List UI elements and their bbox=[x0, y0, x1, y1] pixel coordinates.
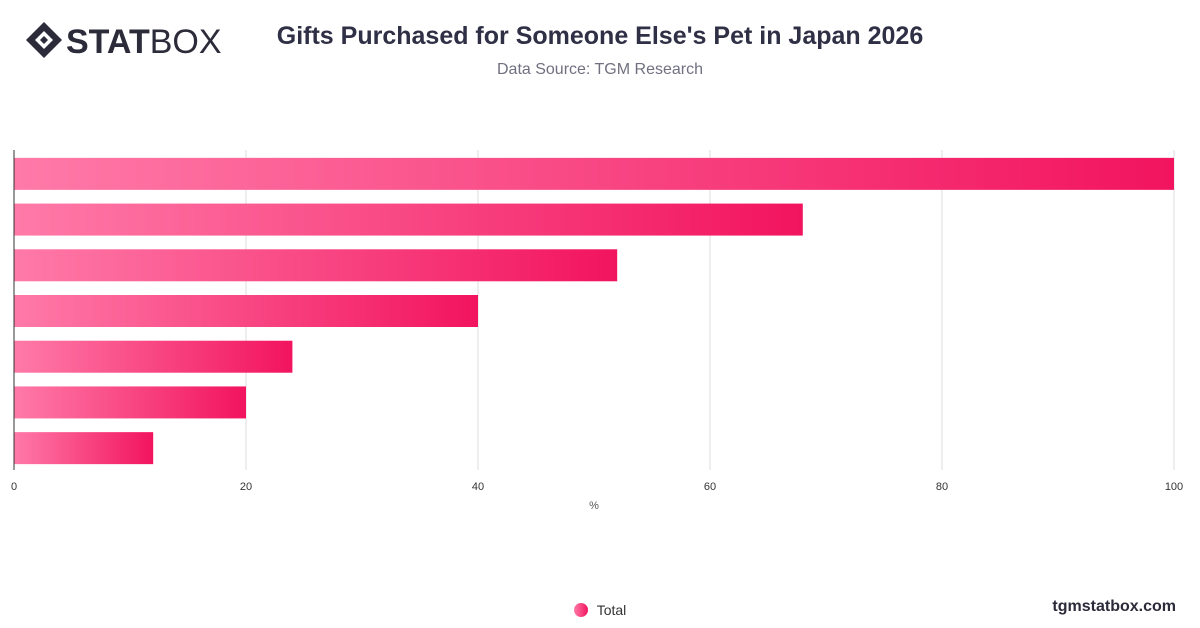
legend[interactable]: Total bbox=[0, 602, 1200, 618]
x-tick-label-40: 40 bbox=[472, 481, 484, 493]
x-tick-label-0: 0 bbox=[11, 481, 17, 493]
x-tick-label-60: 60 bbox=[704, 481, 716, 493]
bar-2[interactable] bbox=[14, 249, 618, 282]
bar-5[interactable] bbox=[14, 386, 246, 419]
legend-label-total: Total bbox=[596, 602, 627, 618]
x-tick-labels: 0 20 40 60 80 100 bbox=[11, 481, 1183, 493]
logo-text-light: BOX bbox=[150, 23, 222, 61]
statbox-logo: STATBOX bbox=[26, 22, 222, 61]
logo-text-bold: STAT bbox=[66, 23, 150, 61]
bars bbox=[14, 157, 1174, 465]
x-tick-label-100: 100 bbox=[1165, 481, 1183, 493]
legend-swatch-icon bbox=[573, 603, 588, 617]
bar-3[interactable] bbox=[14, 295, 478, 327]
x-tick-label-80: 80 bbox=[936, 481, 948, 493]
bar-6[interactable] bbox=[14, 432, 154, 465]
x-tick-label-20: 20 bbox=[240, 481, 252, 493]
chart-subtitle: Data Source: TGM Research bbox=[496, 61, 703, 78]
chart-title: Gifts Purchased for Someone Else's Pet i… bbox=[276, 22, 924, 50]
statbox-diamond-icon bbox=[26, 22, 62, 58]
x-axis-label: % bbox=[589, 500, 599, 512]
footer-brand[interactable]: tgmstatbox.com bbox=[1052, 598, 1176, 615]
bar-0[interactable] bbox=[14, 157, 1174, 190]
bar-1[interactable] bbox=[14, 203, 803, 236]
svg-text:STATBOX: STATBOX bbox=[66, 23, 222, 61]
bar-4[interactable] bbox=[14, 340, 293, 373]
